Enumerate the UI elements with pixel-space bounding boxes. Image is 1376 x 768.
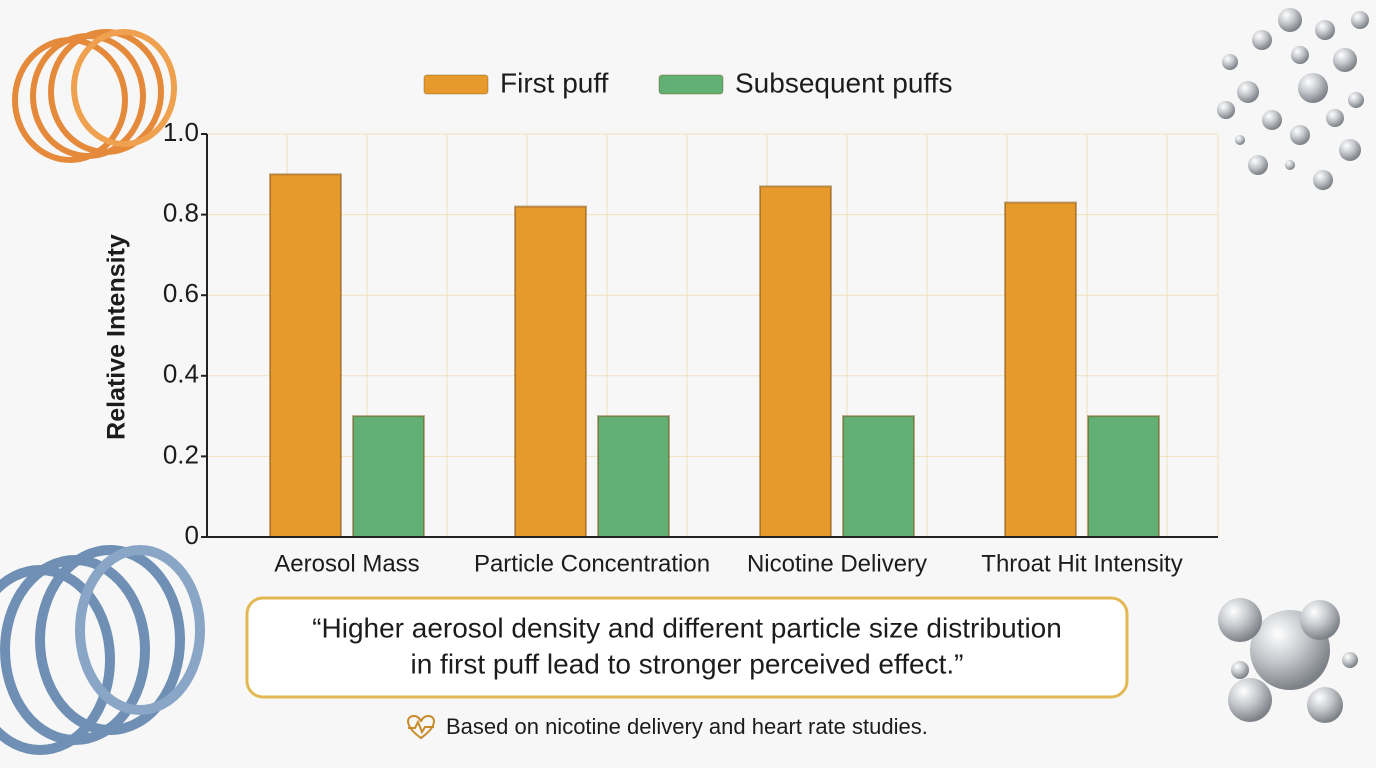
bar (759, 185, 832, 538)
legend-label: First puff (500, 67, 609, 98)
bubbles (1217, 8, 1369, 723)
bar (1087, 415, 1160, 539)
legend-swatch (423, 74, 489, 95)
x-tick-label: Aerosol Mass (274, 550, 419, 577)
y-tick-label: 0.6 (163, 278, 199, 308)
bar (352, 415, 425, 539)
y-tick-label: 1.0 (163, 117, 199, 147)
bar (1004, 201, 1077, 538)
legend-swatch (658, 74, 724, 95)
bar (597, 415, 670, 539)
annotation-box (245, 596, 1129, 699)
x-tick-label: Particle Concentration (474, 550, 710, 577)
y-axis-label: Relative Intensity (103, 234, 131, 440)
y-tick-label: 0 (185, 520, 199, 550)
legend-label: Subsequent puffs (735, 67, 952, 98)
coil-blue (0, 545, 205, 755)
bar (842, 415, 915, 539)
bar (514, 205, 587, 538)
coil-orange (12, 29, 177, 163)
heart-icon (407, 714, 435, 740)
x-tick-label: Nicotine Delivery (747, 550, 927, 577)
annotation-line: in first puff lead to stronger perceived… (410, 648, 963, 679)
footnote: Based on nicotine delivery and heart rat… (446, 714, 928, 739)
y-tick-label: 0.8 (163, 197, 199, 227)
annotation-line: “Higher aerosol density and different pa… (312, 612, 1062, 643)
bar (269, 173, 342, 539)
x-tick-label: Throat Hit Intensity (981, 550, 1182, 577)
y-tick-label: 0.4 (163, 359, 199, 389)
y-tick-label: 0.2 (163, 439, 199, 469)
